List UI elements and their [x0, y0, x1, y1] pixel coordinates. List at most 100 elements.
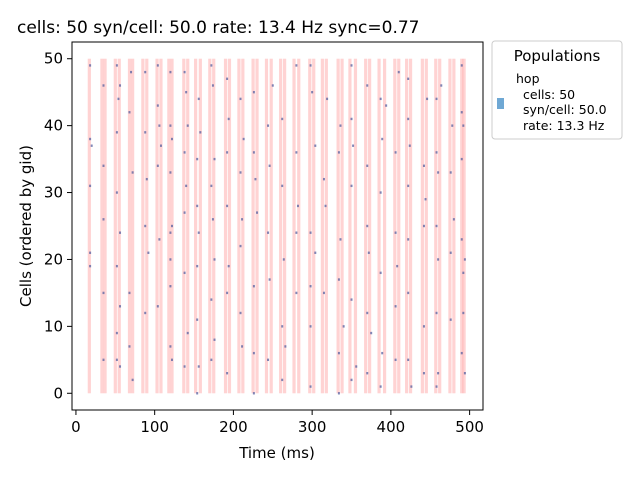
spike-point — [196, 204, 199, 208]
legend-entry-cells: cells: 50 — [523, 87, 575, 102]
spike-point — [169, 231, 172, 234]
spike-point — [355, 365, 358, 368]
spike-point — [394, 151, 397, 154]
spike-point — [350, 298, 353, 301]
spike-point — [424, 198, 427, 201]
sync-band — [182, 58, 186, 394]
spike-point — [281, 117, 284, 121]
sync-band — [460, 58, 464, 394]
sync-band — [269, 58, 273, 394]
spike-point — [226, 204, 229, 208]
spike-point — [295, 64, 298, 67]
sync-band — [159, 58, 163, 394]
legend-entry-rate: rate: 13.3 Hz — [523, 118, 605, 133]
spike-point — [408, 144, 411, 147]
spike-point — [226, 291, 229, 295]
spike-point — [170, 358, 173, 362]
spike-point — [210, 184, 213, 188]
spike-point — [169, 345, 172, 348]
spike-point — [462, 271, 465, 275]
spike-point — [144, 224, 147, 228]
y-tick-label: 40 — [44, 117, 63, 135]
spike-point — [239, 171, 242, 174]
sync-band — [131, 58, 135, 394]
sync-band — [393, 58, 397, 394]
spike-point — [169, 285, 172, 288]
legend-box — [491, 40, 623, 140]
spike-point — [159, 144, 162, 147]
spike-point — [407, 291, 410, 295]
spike-point — [169, 70, 172, 74]
y-tick-label: 30 — [44, 184, 63, 202]
spike-point — [252, 151, 255, 154]
x-axis-ticks: 0 100 200 300 400 500 — [71, 410, 484, 436]
spike-point — [309, 285, 312, 288]
sync-band — [438, 58, 442, 394]
spike-point — [239, 244, 242, 248]
spike-point — [295, 291, 298, 295]
spike-point — [226, 151, 229, 154]
spike-point — [381, 351, 384, 355]
sync-band — [167, 58, 171, 394]
chart-title: cells: 50 syn/cell: 50.0 rate: 13.4 Hz s… — [17, 18, 420, 38]
sync-band — [127, 58, 132, 394]
spike-point — [196, 392, 199, 395]
spike-point — [296, 204, 299, 208]
spike-point — [394, 358, 397, 362]
spike-point — [309, 325, 312, 328]
spike-point — [169, 171, 172, 174]
spike-point — [422, 325, 425, 328]
spike-point — [267, 124, 270, 127]
sync-band — [103, 58, 107, 394]
spike-point — [460, 157, 463, 161]
spike-point — [169, 124, 172, 127]
spike-point — [102, 358, 105, 362]
spike-point — [366, 224, 369, 228]
spike-point — [183, 271, 186, 275]
spike-point — [186, 331, 189, 335]
sync-band — [227, 58, 232, 394]
sync-band — [212, 58, 216, 394]
sync-band — [336, 58, 340, 394]
spike-point — [183, 151, 186, 154]
spike-point — [339, 238, 342, 241]
spike-point — [352, 144, 355, 147]
spike-point — [213, 338, 216, 341]
spike-point — [462, 311, 465, 315]
spike-point — [128, 291, 131, 295]
spike-point — [185, 184, 188, 188]
spike-point — [90, 144, 93, 147]
spike-point — [440, 84, 443, 87]
spike-point — [239, 311, 242, 315]
spike-point — [170, 224, 173, 228]
sync-band — [397, 58, 401, 394]
sync-band — [405, 58, 409, 394]
spike-point — [144, 311, 147, 315]
spike-point — [156, 305, 159, 308]
spike-point — [379, 271, 382, 275]
spike-point — [452, 218, 455, 221]
spike-point — [147, 251, 150, 254]
x-tick-label: 300 — [298, 418, 327, 436]
spike-point — [102, 164, 105, 167]
sync-band — [279, 58, 283, 394]
spike-point — [102, 291, 105, 295]
spike-point — [394, 231, 397, 234]
spike-point — [115, 191, 118, 194]
spike-point — [213, 157, 216, 161]
sync-band — [155, 58, 159, 394]
spike-point — [183, 365, 186, 368]
spike-point — [252, 90, 255, 94]
spike-point — [197, 97, 200, 101]
spike-point — [463, 258, 466, 261]
spike-point — [227, 117, 230, 121]
y-axis-label: Cells (ordered by gid) — [17, 145, 35, 307]
spike-point — [144, 131, 147, 134]
spike-point — [226, 372, 229, 375]
spike-point — [422, 164, 425, 167]
sync-band — [87, 58, 91, 394]
sync-band — [368, 58, 372, 394]
sync-band — [237, 58, 241, 394]
spike-point — [426, 97, 429, 101]
